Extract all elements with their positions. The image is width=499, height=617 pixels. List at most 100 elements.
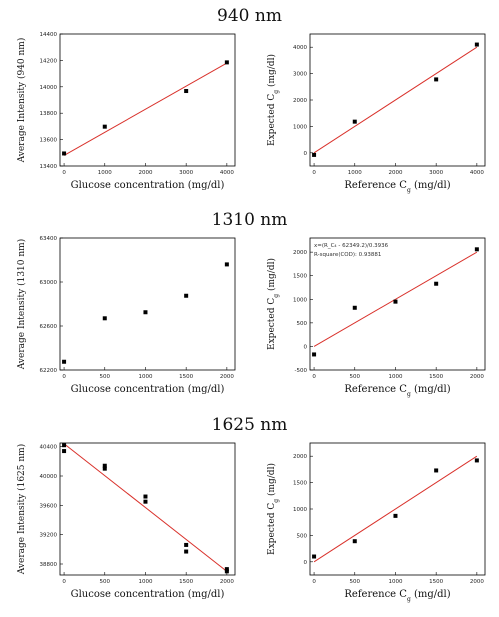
y-tick-label: 0 — [304, 344, 308, 350]
plot-frame — [59, 442, 236, 576]
x-tick-label: 1000 — [388, 374, 402, 380]
y-tick-label: 500 — [297, 533, 308, 539]
x-tick-label: 500 — [100, 374, 111, 380]
data-point — [434, 468, 439, 473]
data-point — [474, 42, 479, 47]
y-tick-label: 1500 — [293, 274, 307, 280]
y-tick-label: 2000 — [293, 98, 307, 104]
data-point — [312, 152, 317, 157]
x-axis-label: Glucose concentration (mg/dl) — [71, 384, 225, 395]
x-tick-label: 500 — [100, 579, 111, 585]
chart-1310-expected: 0 500 1000 1500 2000 -500 0 500 1000 1500 2000 x=(R… — [266, 237, 486, 398]
x-tick-label: 500 — [350, 579, 361, 585]
data-point — [352, 539, 357, 544]
y-tick-label: 2000 — [293, 454, 307, 460]
fit-line — [63, 62, 228, 156]
y-axis-label: Expected Cg (mg/dl) — [266, 54, 280, 146]
data-point — [184, 542, 189, 547]
y-tick-label: 39200 — [40, 533, 58, 539]
x-tick-label: 3000 — [179, 170, 193, 176]
data-point — [224, 60, 229, 65]
x-tick-label: 1500 — [179, 374, 193, 380]
x-tick-label: 2000 — [220, 579, 234, 585]
data-point — [312, 554, 317, 559]
data-point — [143, 494, 148, 499]
x-tick-label: 2000 — [388, 170, 402, 176]
x-tick-label: 4000 — [470, 170, 484, 176]
chart-940-expected: 0 1000 2000 3000 4000 0 1000 2000 3000 4000 Refere… — [266, 33, 486, 194]
y-tick-label: 13400 — [40, 164, 58, 170]
x-tick-label: 0 — [312, 170, 316, 176]
data-point — [62, 151, 67, 156]
data-point — [102, 316, 107, 321]
y-tick-label: -500 — [295, 368, 308, 374]
data-point — [102, 466, 107, 471]
data-point — [62, 359, 67, 364]
section-title-1625: 1625 nm — [211, 415, 288, 435]
fit-line — [313, 46, 478, 154]
x-axis-label: Glucose concentration (mg/dl) — [71, 589, 225, 600]
y-tick-label: 500 — [297, 321, 308, 327]
y-tick-label: 62600 — [40, 324, 58, 330]
plot-frame — [309, 33, 486, 167]
y-axis-label: Average Intensity (940 nm) — [16, 38, 27, 164]
y-tick-label: 39600 — [40, 503, 58, 509]
plot-frame — [309, 442, 486, 576]
y-axis-label: Average Intensity (1625 nm) — [16, 444, 27, 575]
section-title-1310: 1310 nm — [211, 210, 288, 230]
y-axis-label: Expected Cg (mg/dl) — [266, 258, 280, 350]
y-tick-label: 13800 — [40, 111, 58, 117]
plot-frame — [59, 33, 236, 167]
y-axis-label: Average Intensity (1310 nm) — [16, 239, 27, 370]
data-point — [312, 352, 317, 357]
fit-annotation: x=(R_C₄ - 62349.2)/0.3936 — [314, 243, 389, 249]
y-tick-label: 40000 — [40, 474, 58, 480]
data-point — [184, 549, 189, 554]
x-axis-label: Reference Cg (mg/dl) — [344, 589, 450, 603]
y-tick-label: 4000 — [293, 45, 307, 51]
data-point — [143, 310, 148, 315]
x-tick-label: 1000 — [138, 579, 152, 585]
y-tick-label: 13600 — [40, 138, 58, 144]
data-point — [434, 77, 439, 82]
data-point — [62, 443, 67, 448]
fit-line — [313, 455, 478, 563]
x-tick-label: 1500 — [429, 374, 443, 380]
x-tick-label: 0 — [312, 374, 316, 380]
data-point — [224, 569, 229, 574]
chart-1625-intensity: 0 500 1000 1500 2000 38800 39200 39600 40000 4040… — [16, 442, 236, 600]
x-tick-label: 2000 — [220, 374, 234, 380]
data-point — [352, 119, 357, 124]
y-tick-label: 1000 — [293, 507, 307, 513]
y-tick-label: 38800 — [40, 562, 58, 568]
data-point — [143, 499, 148, 504]
x-tick-label: 1000 — [348, 170, 362, 176]
data-point — [184, 89, 189, 94]
section-title-940: 940 nm — [217, 6, 282, 26]
y-tick-label: 14000 — [40, 85, 58, 91]
data-point — [434, 281, 439, 286]
y-tick-label: 0 — [304, 560, 308, 566]
y-tick-label: 1500 — [293, 481, 307, 487]
plot-frame — [309, 237, 486, 371]
x-tick-label: 2000 — [138, 170, 152, 176]
data-point — [393, 513, 398, 518]
chart-940-intensity: 0 1000 2000 3000 4000 13400 13600 13800 14000 142… — [16, 32, 236, 191]
fit-annotation: R-square(COD): 0.93881 — [314, 252, 381, 258]
y-tick-label: 1000 — [293, 297, 307, 303]
x-tick-label: 500 — [350, 374, 361, 380]
x-tick-label: 3000 — [429, 170, 443, 176]
x-tick-label: 0 — [62, 374, 66, 380]
x-tick-label: 1500 — [429, 579, 443, 585]
x-tick-label: 1000 — [98, 170, 112, 176]
y-tick-label: 0 — [304, 151, 308, 157]
x-tick-label: 2000 — [470, 374, 484, 380]
x-tick-label: 0 — [62, 170, 66, 176]
data-point — [224, 567, 229, 572]
y-tick-label: 14400 — [40, 32, 58, 38]
data-point — [184, 293, 189, 298]
x-tick-label: 4000 — [220, 170, 234, 176]
data-point — [393, 299, 398, 304]
chart-1310-intensity: 0 500 1000 1500 2000 62200 62600 63000 63400 Gluc… — [16, 236, 236, 395]
y-tick-label: 63400 — [40, 236, 58, 242]
